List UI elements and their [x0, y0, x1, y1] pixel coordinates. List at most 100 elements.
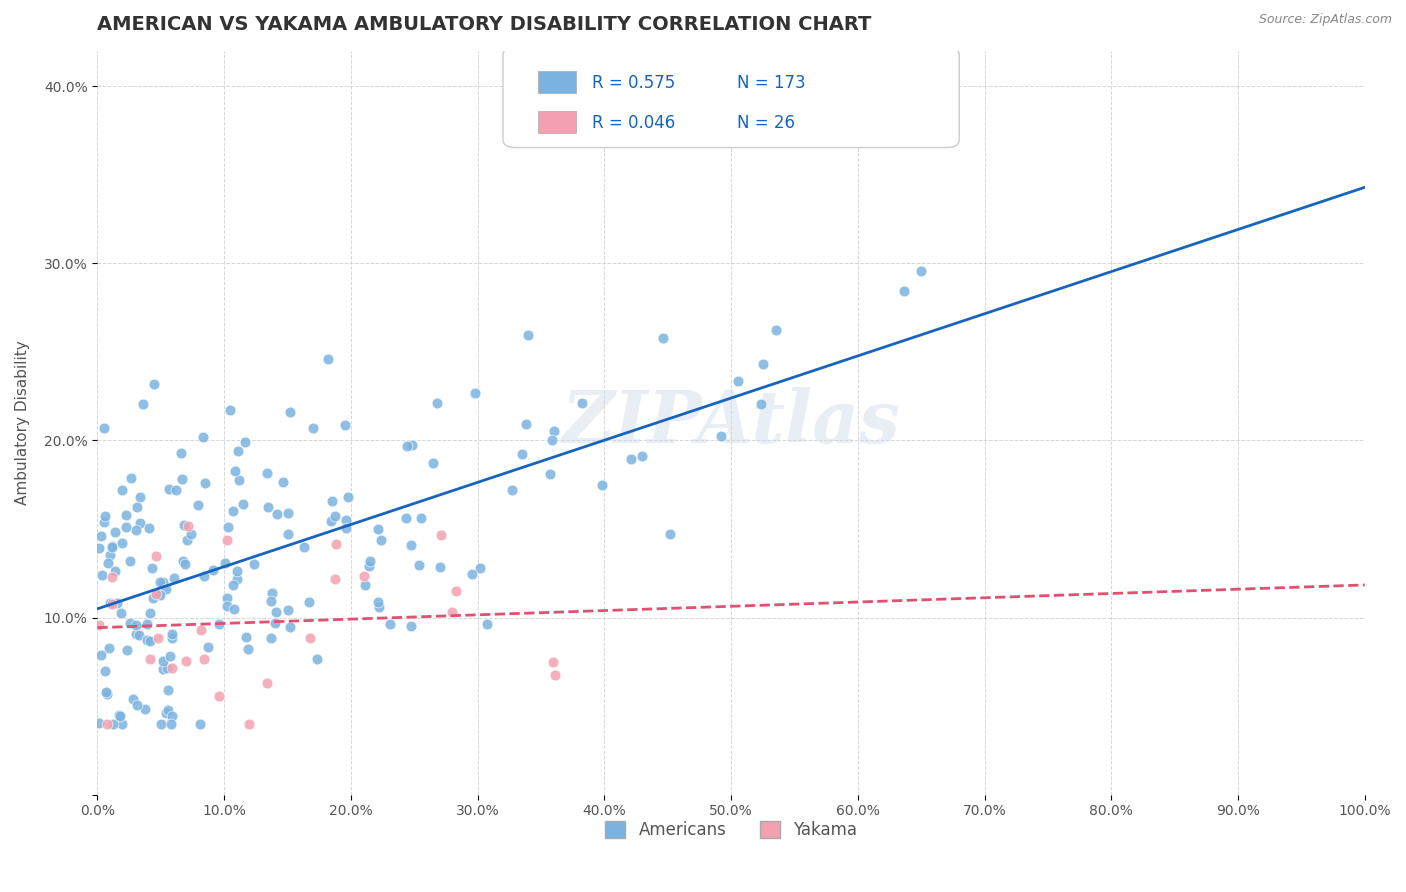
FancyBboxPatch shape: [538, 70, 576, 93]
Americans: [501, 483, 523, 498]
Yakama: [444, 584, 467, 599]
Yakama: [541, 655, 564, 669]
Americans: [115, 643, 138, 657]
Americans: [262, 586, 284, 600]
Americans: [170, 472, 193, 486]
Americans: [132, 397, 155, 411]
Americans: [333, 418, 356, 433]
Americans: [232, 497, 254, 511]
Americans: [142, 591, 165, 606]
Americans: [226, 572, 249, 586]
Americans: [233, 434, 256, 449]
Americans: [87, 716, 110, 731]
Text: N = 26: N = 26: [737, 114, 796, 132]
Americans: [378, 616, 401, 631]
Americans: [323, 508, 346, 523]
Americans: [176, 533, 198, 548]
Americans: [651, 331, 673, 345]
Americans: [461, 567, 484, 582]
Americans: [751, 397, 773, 411]
Americans: [93, 421, 115, 435]
Americans: [115, 520, 138, 534]
Americans: [215, 599, 238, 613]
Americans: [172, 554, 194, 568]
Americans: [468, 561, 491, 575]
Americans: [125, 698, 148, 713]
Americans: [292, 540, 315, 554]
Americans: [118, 616, 141, 631]
Americans: [540, 433, 562, 447]
Yakama: [430, 528, 453, 542]
Yakama: [298, 631, 321, 645]
Americans: [104, 524, 127, 539]
Americans: [765, 323, 787, 337]
Americans: [122, 692, 145, 706]
Americans: [111, 483, 134, 497]
Americans: [225, 564, 247, 578]
Yakama: [544, 668, 567, 682]
Americans: [305, 652, 328, 666]
Americans: [197, 640, 219, 654]
Americans: [152, 574, 174, 589]
Americans: [152, 662, 174, 676]
Americans: [422, 456, 444, 470]
Americans: [426, 396, 449, 410]
Americans: [124, 627, 146, 641]
Americans: [90, 648, 112, 662]
Americans: [97, 640, 120, 655]
Americans: [157, 682, 180, 697]
Americans: [354, 577, 377, 591]
Americans: [110, 606, 132, 620]
Americans: [228, 473, 250, 487]
Americans: [152, 654, 174, 668]
Americans: [221, 504, 243, 518]
Americans: [148, 588, 170, 602]
Americans: [90, 529, 112, 543]
Yakama: [162, 661, 184, 675]
Americans: [217, 591, 239, 605]
Americans: [173, 557, 195, 571]
Americans: [111, 717, 134, 731]
Yakama: [238, 717, 260, 731]
Americans: [162, 631, 184, 645]
Americans: [125, 617, 148, 632]
Americans: [277, 506, 299, 520]
Americans: [93, 509, 115, 524]
Americans: [96, 556, 118, 570]
Americans: [118, 554, 141, 568]
Yakama: [89, 617, 111, 632]
Americans: [543, 424, 565, 438]
Yakama: [145, 549, 167, 563]
Yakama: [139, 652, 162, 666]
Yakama: [256, 676, 278, 690]
Americans: [217, 520, 239, 534]
Americans: [165, 483, 187, 497]
Yakama: [325, 536, 347, 550]
Americans: [298, 595, 321, 609]
Americans: [477, 616, 499, 631]
Americans: [149, 575, 172, 590]
Americans: [367, 595, 389, 609]
Americans: [359, 554, 381, 568]
Americans: [214, 556, 236, 570]
Americans: [224, 464, 246, 478]
Americans: [155, 582, 177, 596]
Americans: [93, 515, 115, 529]
Americans: [538, 467, 561, 481]
Americans: [159, 648, 181, 663]
Americans: [630, 449, 652, 463]
Yakama: [96, 717, 118, 731]
Americans: [278, 405, 301, 419]
Americans: [264, 616, 287, 631]
Americans: [260, 631, 283, 645]
Americans: [222, 578, 245, 592]
Americans: [394, 510, 416, 524]
Americans: [399, 618, 422, 632]
Americans: [401, 438, 423, 452]
Text: N = 173: N = 173: [737, 74, 806, 92]
Americans: [108, 708, 131, 723]
Americans: [266, 507, 288, 521]
Yakama: [440, 605, 463, 619]
Americans: [138, 606, 160, 620]
Americans: [134, 702, 156, 716]
